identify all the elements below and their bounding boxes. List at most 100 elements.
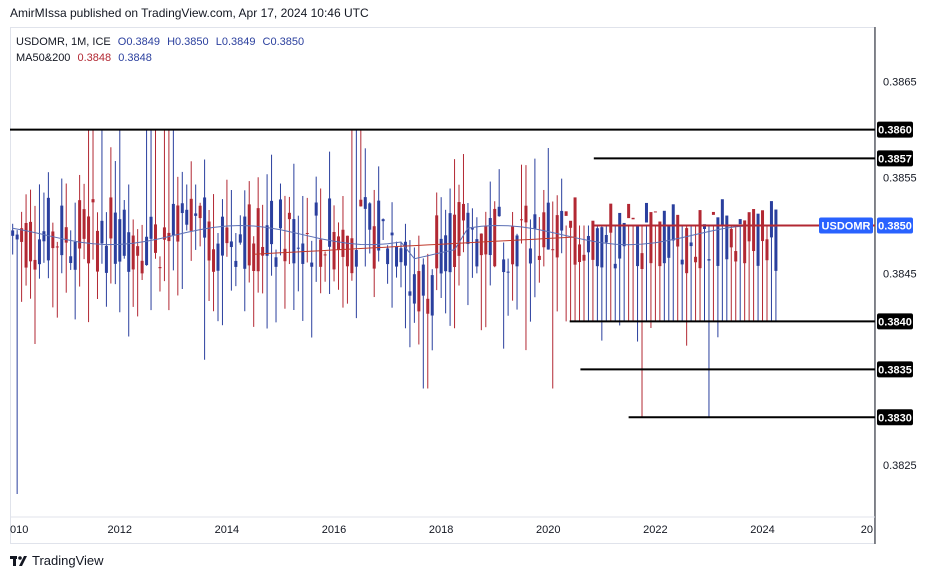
candle-body — [113, 212, 117, 264]
candle-body — [622, 222, 626, 247]
candle-body — [274, 257, 278, 267]
candle-body — [95, 230, 99, 272]
candle-body — [716, 217, 720, 266]
candle-body — [528, 248, 532, 264]
legend-ma200: 0.3848 — [118, 52, 152, 64]
candle-body — [412, 274, 416, 304]
symbol-tag-text: USDOMR — [822, 220, 871, 232]
candle-body — [332, 231, 336, 270]
candle-body — [158, 267, 162, 269]
candle-body — [386, 248, 390, 265]
candle-body — [60, 205, 64, 256]
candle-body — [573, 197, 577, 265]
candle-body — [435, 215, 439, 269]
level-label-box — [877, 361, 913, 378]
candle-body — [680, 259, 684, 265]
candle-body — [546, 202, 550, 250]
candle-body — [180, 203, 184, 214]
candle-body — [87, 216, 91, 264]
candle-body — [301, 243, 305, 264]
candle-body — [417, 271, 421, 312]
candle-body — [595, 228, 599, 267]
candle-body — [653, 211, 657, 213]
candle-body — [702, 224, 706, 230]
candle-body — [189, 198, 193, 231]
x-tick-label: 2014 — [215, 524, 239, 536]
candle-body — [725, 215, 729, 260]
candle-body — [296, 247, 300, 249]
candle-body — [131, 235, 135, 270]
candle-body — [609, 203, 613, 233]
candle-body — [319, 239, 323, 267]
level-label-box — [877, 150, 913, 167]
x-tick-label: 2024 — [750, 524, 774, 536]
candle-body — [582, 254, 586, 261]
candle-body — [390, 232, 394, 236]
candle-body — [631, 217, 635, 220]
candle-body — [109, 197, 113, 239]
candle-body — [399, 248, 403, 263]
current-price-box — [877, 217, 913, 234]
candle-body — [453, 214, 457, 268]
candle-body — [55, 246, 59, 248]
candle-body — [140, 260, 144, 274]
candle-body — [247, 204, 251, 266]
candle-body — [64, 227, 68, 243]
candle-body — [578, 244, 582, 263]
candle-body — [82, 209, 86, 239]
candle-body — [24, 223, 28, 268]
candle-body — [69, 256, 73, 264]
candle-body — [408, 291, 412, 296]
legend-high: H0.3850 — [167, 36, 209, 48]
candle-body — [261, 246, 265, 256]
candle-body — [698, 210, 702, 269]
candle-body — [461, 203, 465, 221]
legend-ma50: 0.3848 — [77, 52, 112, 64]
candle-body — [649, 212, 653, 264]
candle-body — [604, 234, 608, 243]
candle-body — [765, 239, 769, 261]
candle-body — [720, 199, 724, 225]
candle-body — [734, 251, 738, 262]
candle-body — [738, 219, 742, 225]
moving-averages-group — [12, 224, 776, 260]
candle-body — [644, 202, 648, 223]
candle-body — [470, 228, 474, 230]
candle-body — [381, 219, 385, 222]
candle-body — [403, 241, 407, 266]
candles-group — [11, 129, 778, 494]
candle-body — [243, 216, 247, 269]
candle-body — [171, 203, 175, 236]
candle-body — [37, 239, 41, 265]
candle-body — [640, 253, 644, 270]
candle-body — [154, 224, 158, 253]
legend-ma-label: MA50&200 — [16, 52, 71, 64]
candle-body — [524, 205, 528, 223]
candle-body — [493, 208, 497, 267]
candle-body — [104, 245, 108, 273]
symbol-tag-box — [819, 217, 873, 234]
candle-body — [444, 235, 448, 272]
candle-body — [354, 250, 358, 267]
legend-low: L0.3849 — [215, 36, 256, 48]
candle-body — [345, 235, 349, 267]
candle-body — [11, 230, 15, 236]
candle-body — [560, 210, 564, 231]
candle-body — [694, 256, 698, 263]
candle-body — [283, 248, 287, 262]
candle-body — [203, 197, 207, 238]
legend-open: O0.3849 — [117, 36, 160, 48]
candle-body — [769, 201, 773, 238]
candle-body — [707, 259, 711, 261]
candle-body — [73, 241, 77, 270]
candle-body — [278, 199, 282, 229]
x-tick-label: 2022 — [643, 524, 667, 536]
candle-body — [145, 236, 149, 266]
candle-body — [421, 264, 425, 296]
candle-body — [743, 220, 747, 264]
candle-body — [729, 228, 733, 248]
footer-brand[interactable]: TradingView — [10, 553, 104, 568]
candle-body — [439, 238, 443, 274]
candle-body — [270, 200, 274, 245]
